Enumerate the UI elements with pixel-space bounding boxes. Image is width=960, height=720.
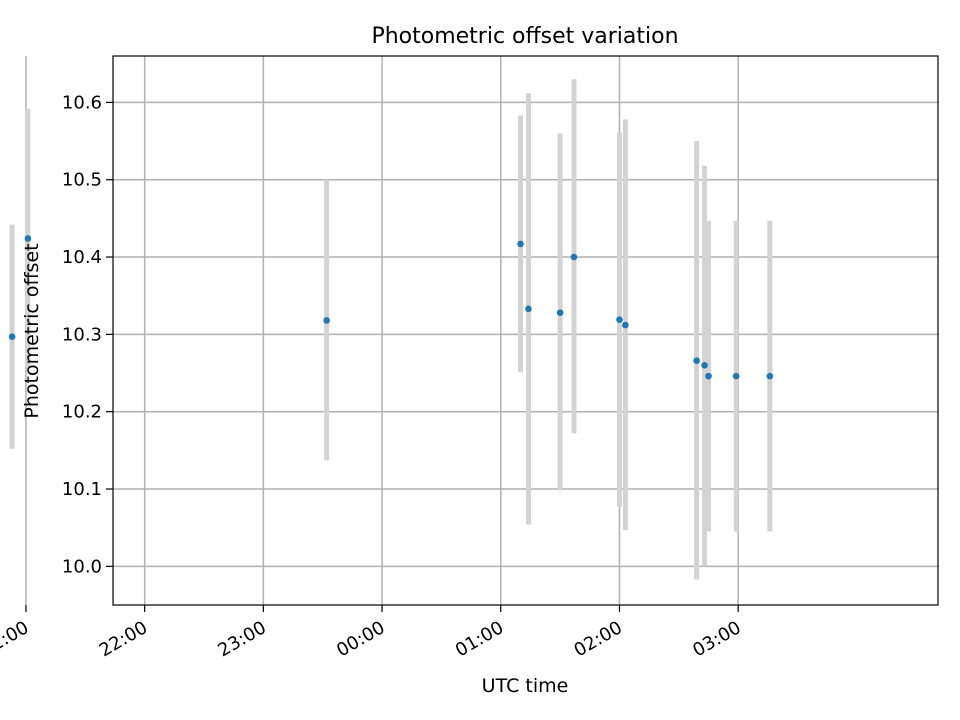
y-tick-label: 10.5 [62, 170, 102, 191]
data-point [525, 305, 532, 313]
data-point [732, 372, 740, 380]
data-point [24, 235, 32, 242]
y-axis-label: Photometric offset [21, 243, 43, 418]
y-tick-label: 10.6 [62, 92, 102, 113]
y-tick-label: 10.1 [62, 479, 102, 500]
data-point [693, 357, 700, 364]
data-point [616, 316, 623, 323]
plot-frame [112, 55, 939, 606]
data-point [570, 253, 578, 261]
data-point [556, 309, 564, 317]
x-axis-label: UTC time [482, 675, 569, 697]
data-point [705, 372, 712, 380]
chart-title: Photometric offset variation [371, 24, 678, 49]
y-tick-label: 10.3 [62, 324, 102, 345]
data-point [8, 333, 16, 340]
data-point [766, 372, 774, 380]
data-point [323, 317, 330, 324]
data-point [622, 321, 629, 329]
data-point [701, 361, 708, 369]
data-point [517, 240, 524, 248]
y-tick-label: 10.4 [62, 247, 102, 268]
y-tick-label: 10.0 [62, 556, 102, 577]
data-points [8, 235, 774, 380]
y-tick-label: 10.2 [62, 402, 102, 423]
grid [25, 56, 938, 605]
y-axis-ticks: 10.0 10.1 10.2 10.3 10.4 10.5 10.6 [62, 92, 113, 577]
